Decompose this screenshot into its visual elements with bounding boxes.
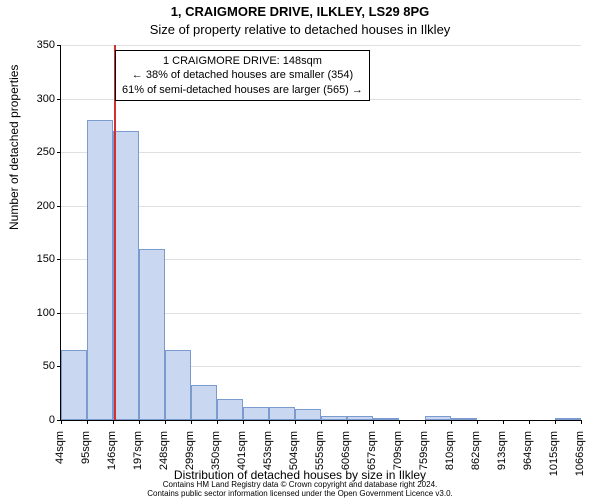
- annotation-line-1: 1 CRAIGMORE DRIVE: 148sqm: [122, 54, 363, 68]
- x-tick-mark: [87, 420, 88, 424]
- y-tick-label: 350: [15, 39, 55, 51]
- y-tick-mark: [57, 206, 61, 207]
- x-tick-mark: [581, 420, 582, 424]
- y-tick-mark: [57, 45, 61, 46]
- y-tick-mark: [57, 152, 61, 153]
- chart-title-sub: Size of property relative to detached ho…: [0, 22, 600, 37]
- y-tick-label: 300: [15, 93, 55, 105]
- gridline: [61, 206, 581, 207]
- x-tick-mark: [425, 420, 426, 424]
- x-tick-mark: [555, 420, 556, 424]
- histogram-bar: [373, 418, 399, 420]
- histogram-bar: [269, 407, 295, 420]
- y-tick-label: 200: [15, 200, 55, 212]
- x-tick-mark: [113, 420, 114, 424]
- histogram-bar: [217, 399, 243, 420]
- x-tick-mark: [217, 420, 218, 424]
- annotation-line-3: 61% of semi-detached houses are larger (…: [122, 83, 363, 97]
- x-tick-mark: [347, 420, 348, 424]
- y-tick-label: 50: [15, 360, 55, 372]
- x-tick-mark: [529, 420, 530, 424]
- chart-container: 1, CRAIGMORE DRIVE, ILKLEY, LS29 8PG Siz…: [0, 0, 600, 500]
- chart-title-main: 1, CRAIGMORE DRIVE, ILKLEY, LS29 8PG: [0, 4, 600, 19]
- x-tick-mark: [503, 420, 504, 424]
- x-tick-mark: [451, 420, 452, 424]
- gridline: [61, 152, 581, 153]
- annotation-box: 1 CRAIGMORE DRIVE: 148sqm ← 38% of detac…: [115, 50, 370, 101]
- plot-area: [60, 45, 581, 421]
- x-tick-mark: [61, 420, 62, 424]
- y-tick-mark: [57, 313, 61, 314]
- y-tick-label: 250: [15, 146, 55, 158]
- histogram-bar: [113, 131, 139, 420]
- x-tick-mark: [321, 420, 322, 424]
- x-tick-mark: [477, 420, 478, 424]
- histogram-bar: [243, 407, 269, 420]
- histogram-bar: [555, 418, 581, 420]
- histogram-bar: [295, 409, 321, 420]
- histogram-bar: [87, 120, 113, 420]
- histogram-bar: [139, 249, 165, 420]
- x-tick-mark: [191, 420, 192, 424]
- y-tick-mark: [57, 259, 61, 260]
- y-tick-label: 0: [15, 414, 55, 426]
- histogram-bar: [425, 416, 451, 420]
- x-tick-mark: [269, 420, 270, 424]
- histogram-bar: [347, 416, 373, 420]
- histogram-bar: [165, 350, 191, 420]
- histogram-bar: [321, 416, 347, 420]
- y-tick-mark: [57, 99, 61, 100]
- y-tick-label: 150: [15, 253, 55, 265]
- x-tick-mark: [295, 420, 296, 424]
- histogram-bar: [61, 350, 87, 420]
- footer-attribution: Contains HM Land Registry data © Crown c…: [0, 481, 600, 499]
- annotation-line-2: ← 38% of detached houses are smaller (35…: [122, 68, 363, 82]
- x-tick-mark: [139, 420, 140, 424]
- histogram-bar: [191, 385, 217, 420]
- histogram-bar: [451, 418, 477, 420]
- x-tick-mark: [165, 420, 166, 424]
- y-tick-label: 100: [15, 307, 55, 319]
- indicator-line: [114, 45, 116, 420]
- footer-line-2: Contains public sector information licen…: [0, 490, 600, 499]
- x-tick-mark: [243, 420, 244, 424]
- gridline: [61, 45, 581, 46]
- x-tick-mark: [399, 420, 400, 424]
- x-tick-mark: [373, 420, 374, 424]
